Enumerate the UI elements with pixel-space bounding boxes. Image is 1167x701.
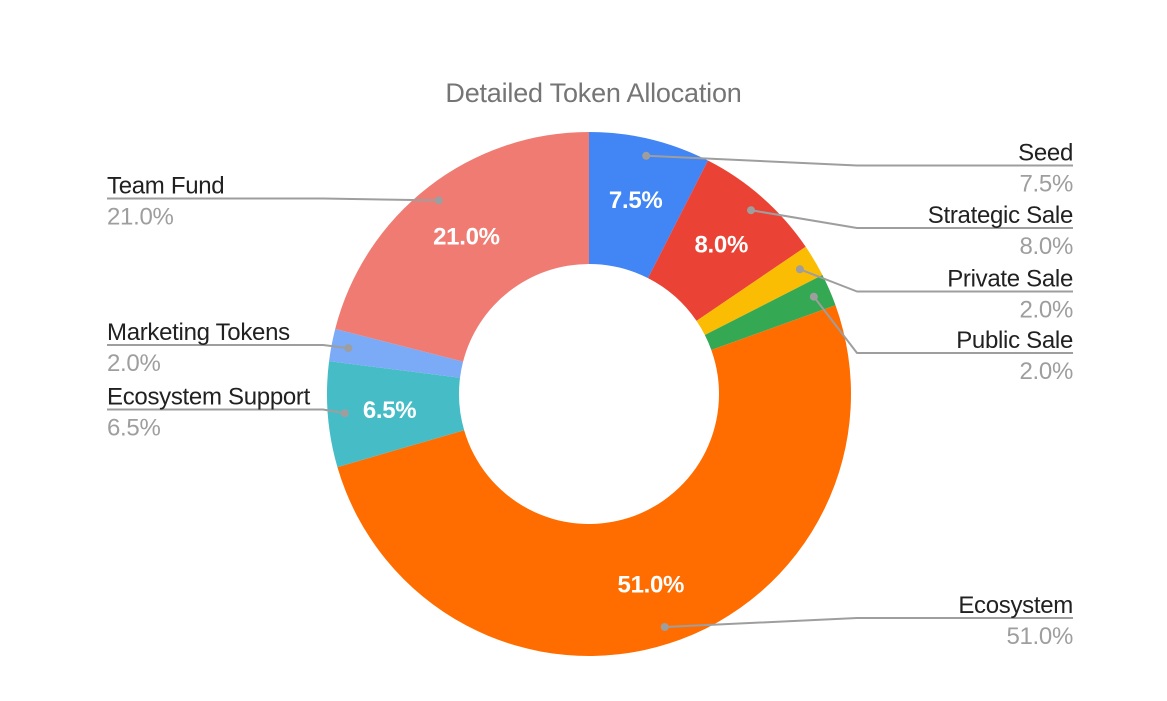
callout-dot-seed	[642, 151, 651, 160]
chart-title: Detailed Token Allocation	[445, 78, 742, 108]
callout-line-seed	[646, 154, 1073, 167]
slice-ecosystem[interactable]	[337, 305, 852, 657]
slice-callout-labels: Seed 7.5% Strategic Sale 8.0% Private Sale 2.…	[107, 140, 1073, 651]
slice-public-sale[interactable]	[704, 275, 836, 350]
slice-ecosystem-support[interactable]	[327, 361, 465, 468]
callout-value-public-sale: 2.0%	[1019, 358, 1073, 385]
callout-label-public-sale: Public Sale	[956, 327, 1073, 354]
callout-line-ecosystem-support	[107, 408, 345, 415]
callout-value-private-sale: 2.0%	[1019, 297, 1073, 324]
callout-dot-ecosystem	[660, 623, 669, 632]
callout-dot-marketing-tokens	[344, 344, 353, 353]
callout-line-private-sale	[799, 268, 1073, 293]
slice-private-sale[interactable]	[696, 246, 823, 335]
callout-dot-team-fund	[434, 196, 443, 205]
callout-dot-ecosystem-support	[340, 409, 349, 418]
slice-percentage-labels: 7.5% 8.0% 51.0% 6.5% 21.0%	[363, 187, 748, 599]
donut-slices	[327, 132, 852, 657]
callout-value-team-fund: 21.0%	[107, 204, 174, 231]
slice-pct-strategic-sale: 8.0%	[695, 231, 749, 258]
slice-pct-ecosystem-support: 6.5%	[363, 397, 417, 424]
slice-marketing-tokens[interactable]	[329, 328, 464, 378]
callout-line-team-fund	[107, 197, 439, 202]
callout-label-marketing-tokens: Marketing Tokens	[107, 319, 290, 346]
slice-team-fund[interactable]	[335, 132, 589, 362]
callout-dot-strategic-sale	[747, 206, 756, 215]
callout-dot-public-sale	[809, 292, 818, 301]
callout-label-team-fund: Team Fund	[107, 173, 224, 200]
callout-line-strategic-sale	[750, 209, 1073, 229]
callout-value-seed: 7.5%	[1019, 171, 1073, 198]
callout-line-marketing-tokens	[107, 344, 349, 350]
callout-label-ecosystem-support: Ecosystem Support	[107, 384, 311, 411]
slice-strategic-sale[interactable]	[648, 160, 806, 321]
callout-value-strategic-sale: 8.0%	[1019, 233, 1073, 260]
callout-label-ecosystem: Ecosystem	[958, 592, 1073, 619]
callout-dot-private-sale	[795, 265, 804, 274]
slice-seed[interactable]	[589, 132, 708, 279]
callout-lines	[107, 151, 1073, 632]
callout-label-strategic-sale: Strategic Sale	[928, 202, 1073, 229]
callout-value-ecosystem: 51.0%	[1006, 623, 1073, 650]
callout-value-ecosystem-support: 6.5%	[107, 415, 161, 442]
callout-line-ecosystem	[664, 617, 1073, 629]
callout-value-marketing-tokens: 2.0%	[107, 350, 161, 377]
slice-pct-ecosystem: 51.0%	[618, 572, 685, 599]
slice-pct-team-fund: 21.0%	[433, 223, 500, 250]
callout-line-public-sale	[813, 296, 1073, 354]
slice-pct-seed: 7.5%	[609, 187, 663, 214]
callout-label-seed: Seed	[1018, 140, 1073, 167]
callout-label-private-sale: Private Sale	[947, 266, 1073, 293]
